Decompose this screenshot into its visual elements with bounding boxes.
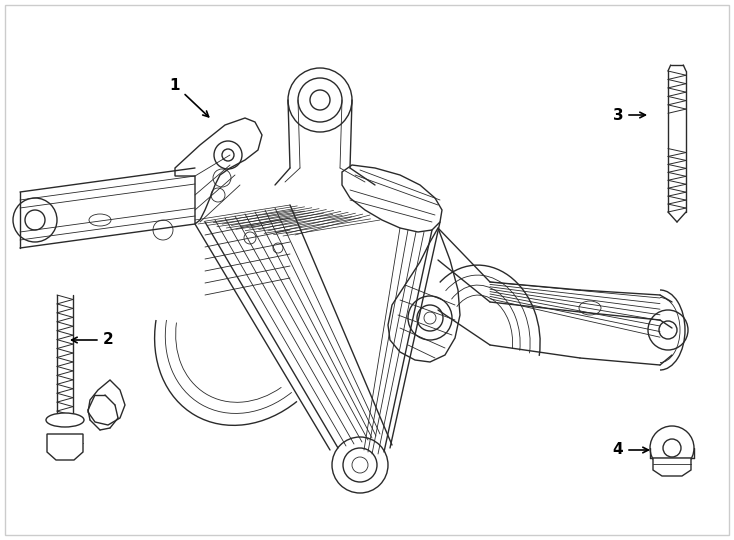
Text: 3: 3 bbox=[613, 107, 645, 123]
Polygon shape bbox=[653, 458, 691, 476]
Text: 1: 1 bbox=[170, 78, 208, 117]
Ellipse shape bbox=[46, 413, 84, 427]
Text: 2: 2 bbox=[72, 333, 113, 348]
Text: 4: 4 bbox=[613, 442, 648, 457]
Polygon shape bbox=[47, 434, 83, 460]
